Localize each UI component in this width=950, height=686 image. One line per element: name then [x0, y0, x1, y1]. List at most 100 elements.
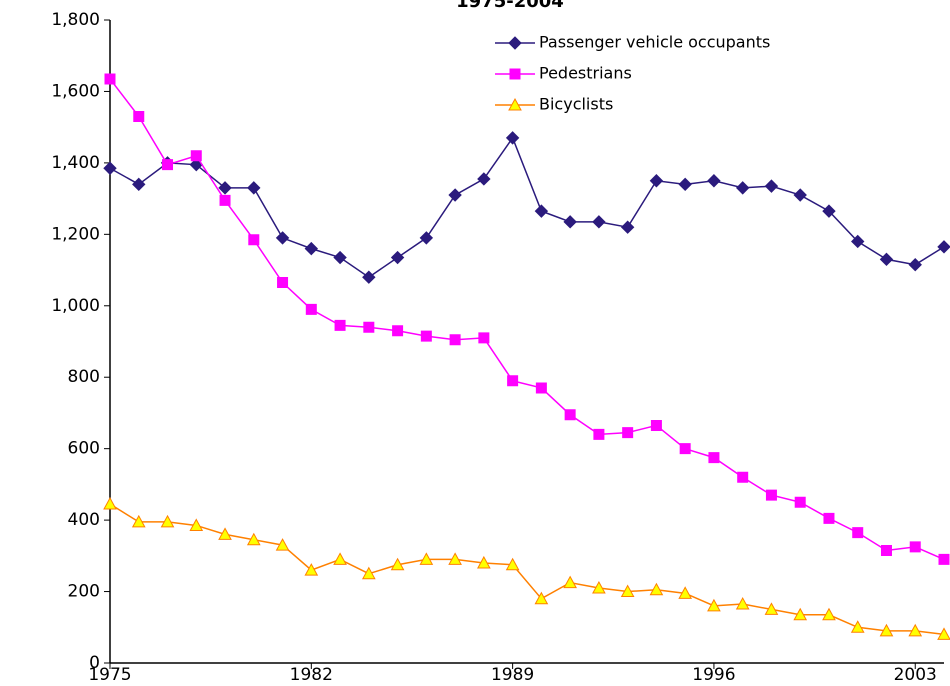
marker [304, 241, 319, 256]
marker [275, 231, 290, 245]
y-tick-label: 400 [68, 510, 100, 530]
marker [764, 602, 779, 615]
marker [419, 552, 434, 565]
marker [593, 428, 605, 440]
marker [420, 330, 432, 342]
marker [390, 250, 405, 265]
marker [793, 188, 807, 202]
series-line [109, 503, 945, 636]
marker [363, 321, 375, 333]
marker [334, 319, 346, 331]
marker [850, 620, 865, 633]
marker [592, 580, 606, 594]
marker [622, 427, 634, 439]
marker [162, 159, 174, 171]
marker [880, 544, 892, 556]
marker [449, 334, 461, 346]
marker [822, 607, 836, 621]
marker [160, 514, 175, 528]
marker [563, 215, 577, 229]
marker [248, 234, 260, 246]
x-tick-label: 1989 [491, 665, 534, 685]
marker [333, 250, 347, 265]
marker [937, 627, 950, 640]
marker [535, 382, 547, 394]
marker [649, 582, 664, 596]
marker [218, 181, 232, 195]
marker [735, 181, 750, 195]
marker [679, 443, 691, 455]
x-tick-label: 1975 [88, 665, 131, 685]
legend-label: Passenger vehicle occupants [539, 33, 770, 52]
y-tick-label: 1,600 [51, 81, 100, 101]
marker [304, 563, 319, 576]
marker [678, 177, 692, 192]
marker [505, 557, 520, 571]
marker [794, 496, 806, 508]
marker [851, 234, 865, 249]
marker [908, 623, 923, 637]
marker [477, 555, 491, 569]
marker [592, 215, 606, 229]
marker [620, 220, 635, 234]
marker [879, 623, 894, 637]
y-tick-label: 1,200 [51, 224, 100, 244]
marker [507, 375, 519, 387]
marker [879, 252, 894, 267]
marker [305, 303, 317, 315]
marker [218, 527, 232, 540]
chart-title: 1975-2004 [456, 0, 564, 12]
marker [277, 277, 289, 289]
marker [392, 325, 404, 337]
marker [765, 489, 777, 501]
marker [246, 532, 261, 546]
marker [104, 73, 116, 85]
y-tick-label: 1,400 [51, 153, 100, 173]
marker [650, 419, 662, 431]
marker [649, 174, 664, 188]
x-tick-label: 1996 [692, 665, 735, 685]
marker [764, 179, 779, 193]
marker [735, 597, 750, 610]
marker [390, 557, 405, 571]
marker [103, 496, 117, 510]
y-tick-label: 1,000 [51, 296, 100, 316]
marker [478, 332, 490, 344]
y-tick-label: 1,800 [51, 10, 100, 30]
marker [678, 586, 693, 599]
marker [793, 607, 808, 621]
marker [508, 97, 522, 111]
marker [131, 514, 146, 528]
y-tick-label: 800 [68, 367, 100, 387]
marker [247, 181, 261, 195]
marker [937, 240, 950, 254]
legend-label: Bicyclists [539, 95, 613, 114]
legend-label: Pedestrians [539, 64, 632, 83]
series-line [109, 136, 945, 279]
marker [908, 257, 922, 272]
marker [448, 552, 462, 565]
marker [132, 177, 146, 192]
marker [219, 194, 231, 206]
marker [333, 552, 347, 565]
marker [822, 204, 836, 218]
marker [190, 150, 202, 162]
marker [505, 131, 520, 145]
marker [708, 452, 720, 464]
series-line [109, 78, 945, 561]
y-tick-label: 200 [68, 582, 100, 602]
marker [189, 518, 204, 531]
marker [133, 110, 145, 122]
marker [477, 172, 491, 186]
marker [419, 231, 434, 245]
marker [620, 584, 635, 598]
marker [534, 204, 549, 218]
x-tick-label: 1982 [290, 665, 333, 685]
marker [509, 68, 521, 80]
marker [563, 575, 577, 589]
marker [909, 541, 921, 553]
y-tick-label: 0 [89, 653, 100, 673]
x-tick-label: 2003 [894, 665, 937, 685]
marker [707, 598, 721, 612]
